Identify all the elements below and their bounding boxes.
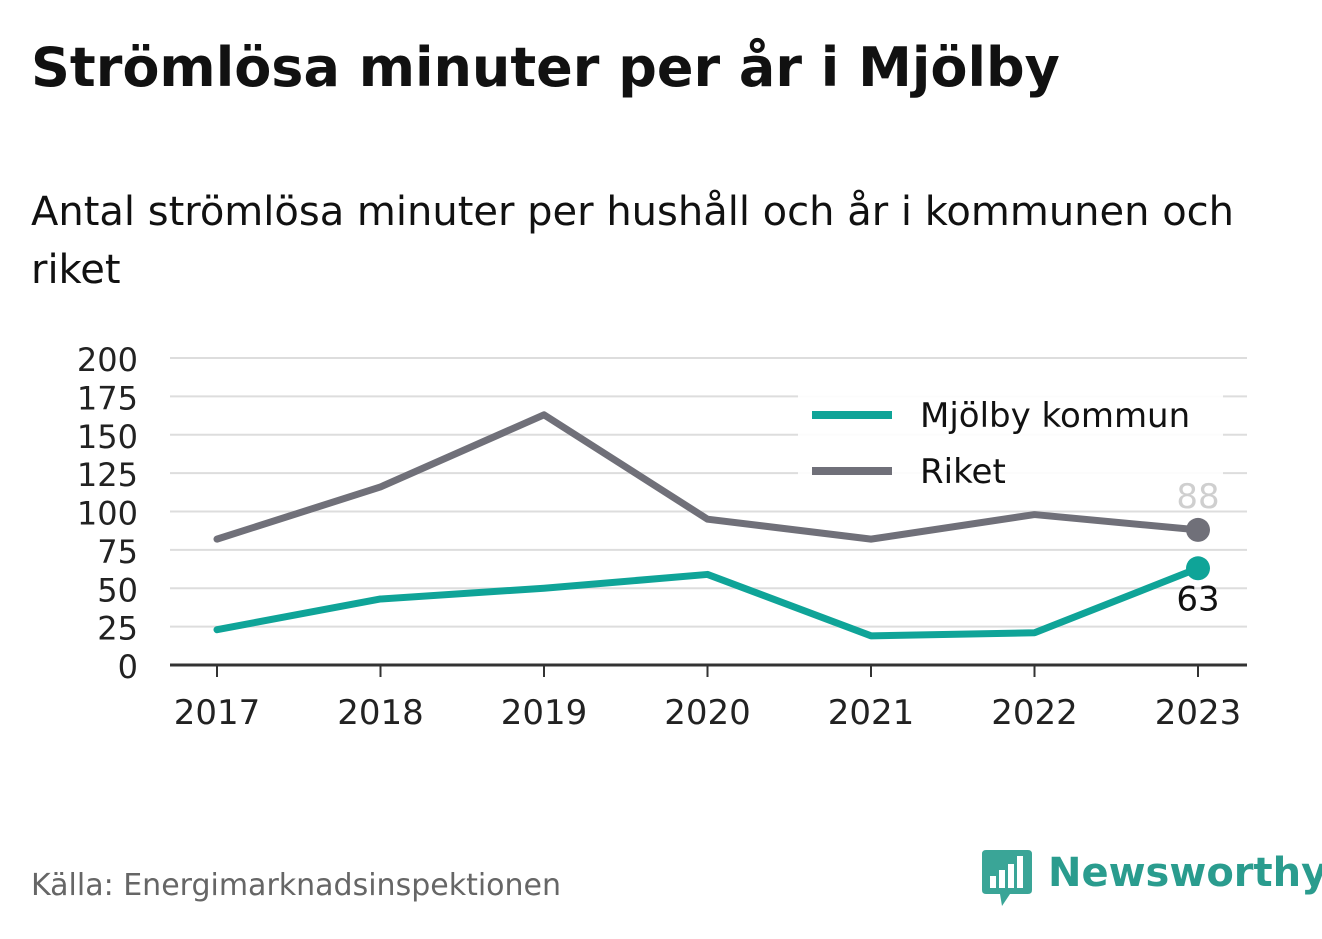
brand-logo: Newsworthy <box>980 848 1322 912</box>
brand-name: Newsworthy <box>1048 850 1322 896</box>
legend-background <box>798 390 1223 510</box>
x-tick-label: 2019 <box>501 693 588 733</box>
x-tick-label: 2017 <box>174 693 261 733</box>
source-note: Källa: Energimarknadsinspektionen <box>31 868 562 903</box>
x-axis: 2017 2018 2019 2020 2021 2022 2023 <box>170 663 1247 733</box>
chart-title: Strömlösa minuter per år i Mjölby <box>31 36 1060 99</box>
series-line-0 <box>213 564 1202 640</box>
chart-subtitle: Antal strömlösa minuter per hushåll och … <box>31 189 1235 293</box>
series-lines <box>213 411 1210 640</box>
y-tick-label: 25 <box>97 610 138 648</box>
y-tick-label: 150 <box>77 418 138 456</box>
y-tick-label: 50 <box>97 571 138 609</box>
y-tick-label: 200 <box>77 341 138 379</box>
y-tick-label: 175 <box>77 379 138 417</box>
x-tick-label: 2023 <box>1155 693 1242 733</box>
y-tick-label: 75 <box>97 533 138 571</box>
legend-label-0: Mjölby kommun <box>920 396 1190 436</box>
y-tick-label: 125 <box>77 456 138 494</box>
x-tick-label: 2018 <box>337 693 424 733</box>
y-tick-label: 0 <box>118 648 138 686</box>
end-labels: 88 63 <box>1176 477 1219 619</box>
x-tick-label: 2021 <box>828 693 915 733</box>
end-point-1 <box>1186 517 1210 542</box>
x-tick-label: 2022 <box>991 693 1078 733</box>
x-tick-label: 2020 <box>664 693 751 733</box>
series-line-1 <box>213 411 1202 543</box>
y-tick-label: 100 <box>77 495 138 533</box>
end-label-mjolby: 63 <box>1176 579 1219 619</box>
legend-label-1: Riket <box>920 452 1006 492</box>
legend: Mjölby kommun Riket <box>798 390 1223 510</box>
end-label-riket: 88 <box>1176 477 1219 517</box>
newsworthy-logo-icon <box>982 850 1032 906</box>
end-point-0 <box>1186 556 1210 581</box>
